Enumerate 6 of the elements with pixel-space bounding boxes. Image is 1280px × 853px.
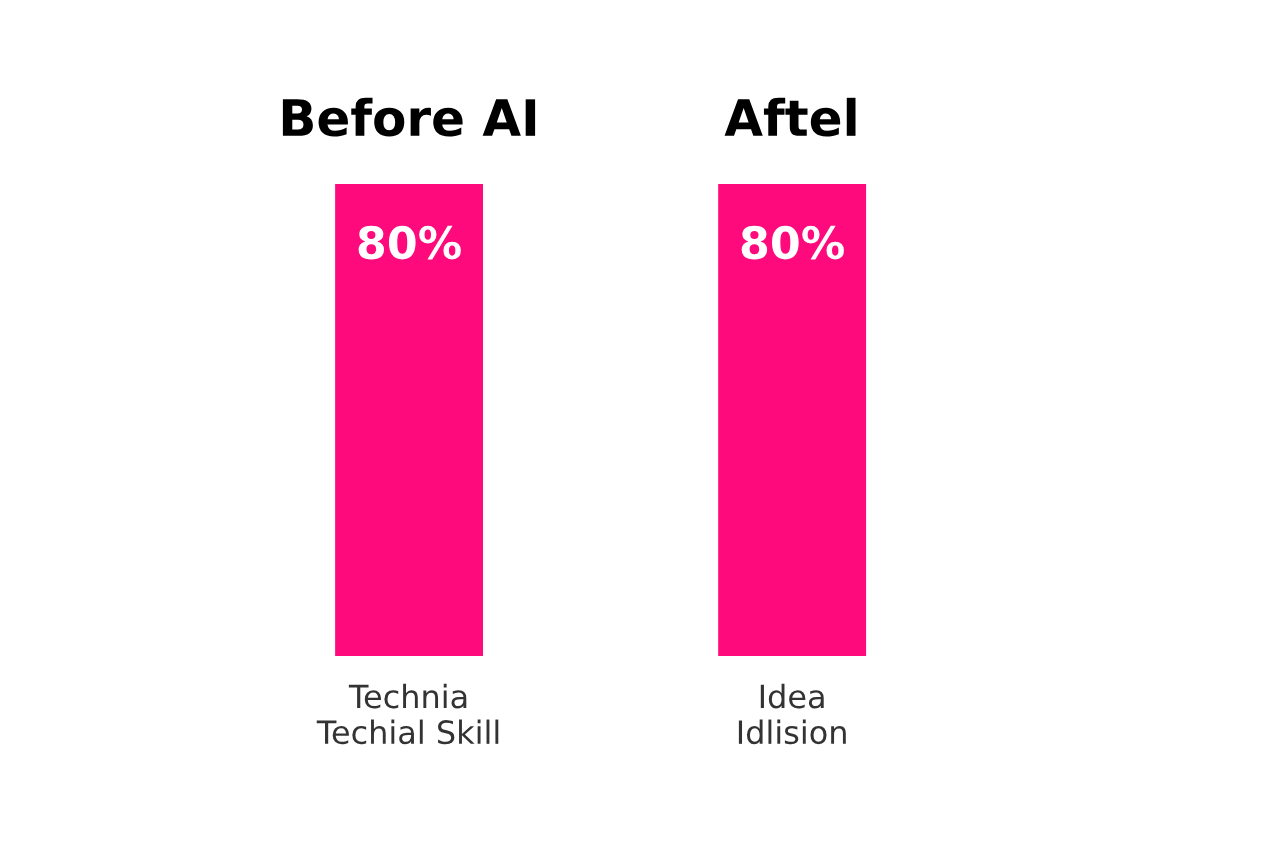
text: Before AI <box>282 97 536 137</box>
data-label: 80% <box>358 225 461 260</box>
x-tick-label: Idea Idlision <box>738 683 846 745</box>
x-tick-label: Technia Techial Skill <box>316 683 499 745</box>
data-label: 80% <box>741 225 844 260</box>
text: Aftel <box>724 97 856 137</box>
